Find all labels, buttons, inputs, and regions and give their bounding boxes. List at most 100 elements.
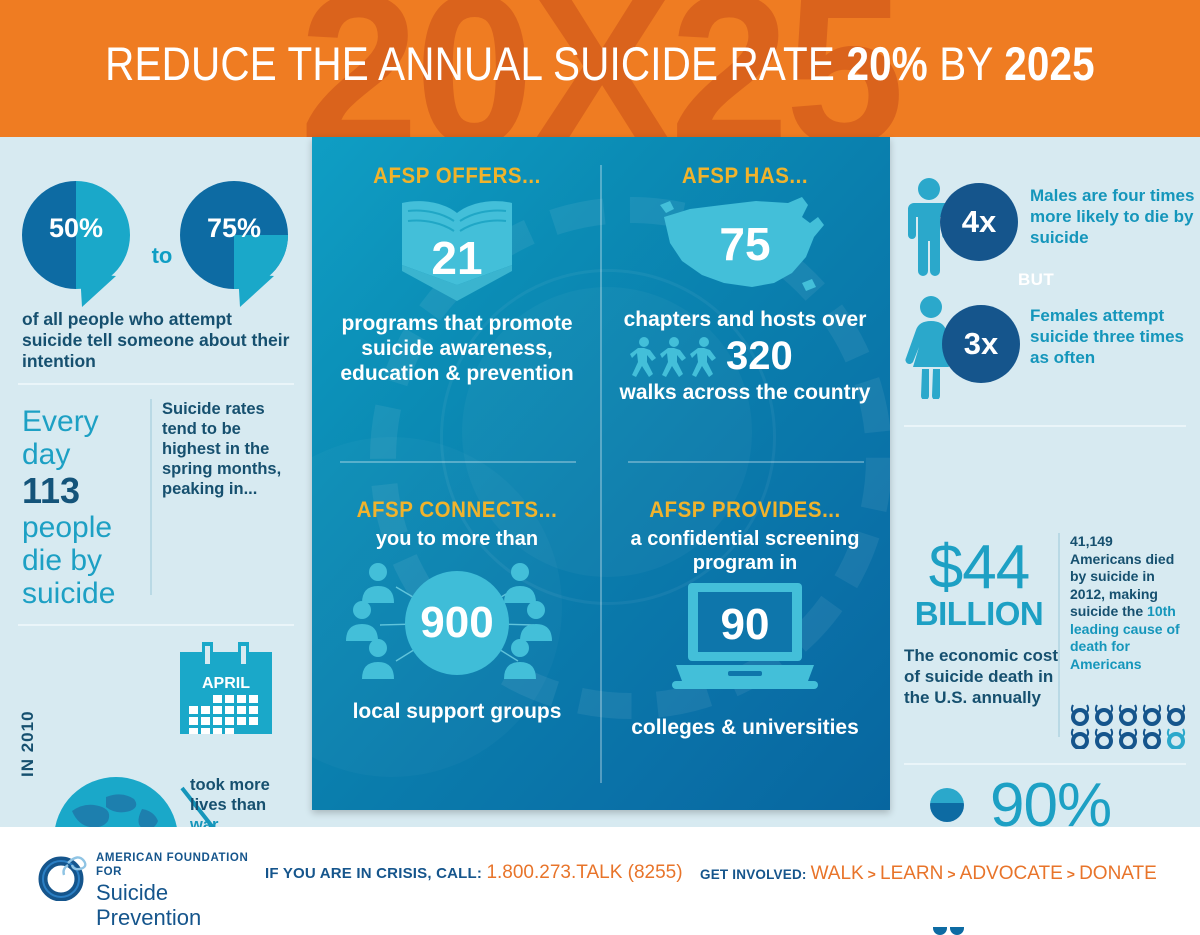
stethoscope-icon-10-highlighted (1166, 728, 1186, 750)
title-part-by: BY (927, 37, 1005, 90)
afsp-logo-icon (38, 856, 87, 901)
action-learn[interactable]: LEARN (880, 863, 944, 884)
took-line-1: took more (190, 776, 270, 794)
stethoscope-icon-3 (1118, 704, 1138, 726)
spring-peak-note: Suicide rates tend to be highest in the … (162, 400, 282, 498)
header-watermark-text: 20X25 (299, 0, 905, 137)
afsp-line-2: Suicide Prevention (96, 880, 202, 930)
stethoscope-icon-5 (1166, 704, 1186, 726)
right-divider-2 (904, 763, 1186, 765)
quadrant-connects: AFSP CONNECTS... you to more than (318, 497, 596, 724)
quadrant-has-body-top: chapters and hosts over (623, 308, 867, 331)
quadrant-connects-title: AFSP CONNECTS... (356, 497, 558, 522)
action-advocate[interactable]: ADVOCATE (959, 863, 1063, 884)
quadrant-provides-subtitle: a confidential screening program in (630, 528, 860, 574)
people-word: people (22, 511, 113, 544)
action-donate[interactable]: DONATE (1079, 863, 1157, 884)
main-content-band: 50% to 75% (0, 137, 1200, 935)
left-column: 50% to 75% (0, 137, 312, 914)
leading-cause-rank-icons (1068, 703, 1190, 754)
quadrant-has: AFSP HAS... 75 chapters and hosts over (606, 163, 884, 405)
center-panel: AFSP OFFERS... 21 (312, 137, 890, 810)
title-part-2025: 2025 (1004, 37, 1095, 90)
quadrant-connects-subtitle: you to more than (375, 528, 539, 550)
stethoscope-row-icons (1070, 704, 1186, 750)
quadrant-offers: AFSP OFFERS... 21 (318, 163, 596, 386)
female-attempt-stat: 3x Females attempt suicide three times a… (904, 295, 1186, 401)
quadrant-provides-body: colleges & universities (631, 716, 859, 739)
left-divider-1 (18, 383, 294, 385)
bubble-connector-word: to (151, 243, 173, 268)
afsp-wordmark: AMERICAN FOUNDATION FOR Suicide Preventi… (96, 851, 276, 930)
deaths-highlight-text: 10th leading cause of death for American… (1070, 603, 1180, 672)
speech-bubble-75: 75% (180, 181, 288, 307)
cost-amount: $44 (928, 533, 1030, 602)
calendar-month-label: APRIL (202, 675, 250, 692)
stethoscope-icon-1 (1070, 704, 1090, 726)
deaths-plain-text: 41,149 Americans died by suicide in 2012… (1070, 533, 1175, 619)
get-involved-links: GET INVOLVED: WALK > LEARN > ADVOCATE > … (700, 863, 1157, 885)
female-multiplier-value: 3x (963, 326, 999, 361)
stethoscope-icon-9 (1142, 728, 1162, 750)
left-divider-2 (18, 624, 294, 626)
bubble-75-label: 75% (206, 213, 262, 243)
but-connector: BUT (1018, 270, 1055, 289)
support-groups-count: 900 (420, 598, 494, 647)
attempt-disclosure-stat: 50% to 75% (22, 181, 292, 311)
quadrant-connects-body: local support groups (352, 700, 562, 723)
speech-bubble-75-icon (180, 181, 288, 307)
quadrant-has-title: AFSP HAS... (681, 163, 809, 188)
attempt-survivor-percent: 90% (990, 771, 1112, 840)
separator-1: > (867, 866, 877, 882)
quadrant-offers-body: programs that promote suicide awareness,… (340, 312, 574, 385)
april-calendar: APRIL (172, 642, 280, 744)
header-banner: 20X25 REDUCE THE ANNUAL SUICIDE RATE 20%… (0, 0, 1200, 137)
action-walk[interactable]: WALK (810, 863, 864, 884)
stethoscope-icon-4 (1142, 704, 1162, 726)
separator-2: > (947, 866, 956, 882)
laptop-icon (672, 583, 818, 689)
stethoscope-icon-8 (1118, 728, 1138, 750)
afsp-line-1: AMERICAN FOUNDATION FOR (96, 852, 249, 878)
center-horizontal-divider-right (628, 461, 864, 463)
left-inner-divider (150, 399, 152, 595)
usa-map-icon (660, 197, 824, 291)
female-attempt-text: Females attempt suicide three times as o… (1030, 306, 1185, 367)
quadrant-offers-title: AFSP OFFERS... (373, 163, 541, 188)
took-line-2: lives than (190, 796, 267, 814)
bubble-50-label: 50% (48, 213, 104, 243)
suicide-word: suicide (22, 577, 116, 610)
chapters-count: 75 (719, 218, 771, 270)
daily-deaths-stat: Every day 113 people die by suicide (22, 405, 142, 610)
calendar-icon: APRIL (180, 642, 272, 734)
right-divider-1 (904, 425, 1186, 427)
walking-people-icon (630, 337, 716, 377)
programs-count: 21 (431, 232, 483, 284)
center-horizontal-divider-left (340, 461, 576, 463)
colleges-count: 90 (720, 600, 770, 649)
male-risk-stat: 4x Males are four times more likely to d… (904, 177, 1194, 277)
speech-bubble-50-icon (22, 181, 130, 307)
female-multiplier-badge: 3x (942, 305, 1020, 383)
right-inner-divider (1058, 533, 1060, 737)
male-figure-icon (908, 178, 950, 276)
economic-cost-caption: The economic cost of suicide death in th… (904, 646, 1058, 707)
footer-bar: AMERICAN FOUNDATION FOR Suicide Preventi… (0, 827, 1200, 930)
title-part-light: REDUCE THE ANNUAL SUICIDE RATE (105, 37, 847, 90)
crisis-label: IF YOU ARE IN CRISIS, CALL: (265, 865, 483, 882)
crisis-hotline: IF YOU ARE IN CRISIS, CALL: 1.800.273.TA… (265, 862, 683, 884)
crisis-number[interactable]: 1.800.273.TALK (8255) (486, 862, 683, 883)
stethoscope-icon-2 (1094, 704, 1114, 726)
male-multiplier-badge: 4x (940, 183, 1018, 261)
in-2010-label: IN 2010 (18, 710, 37, 777)
speech-bubble-50: 50% (22, 181, 130, 307)
quadrant-has-body-bottom: walks across the country (619, 381, 871, 404)
daily-count: 113 (22, 470, 81, 511)
every-word: Every (22, 405, 99, 438)
attempt-disclosure-caption: of all people who attempt suicide tell s… (22, 309, 290, 371)
day-word: day (22, 438, 71, 471)
stethoscope-icon-6 (1070, 728, 1090, 750)
people-network-icon (346, 563, 552, 679)
right-column: 4x Males are four times more likely to d… (890, 137, 1200, 935)
